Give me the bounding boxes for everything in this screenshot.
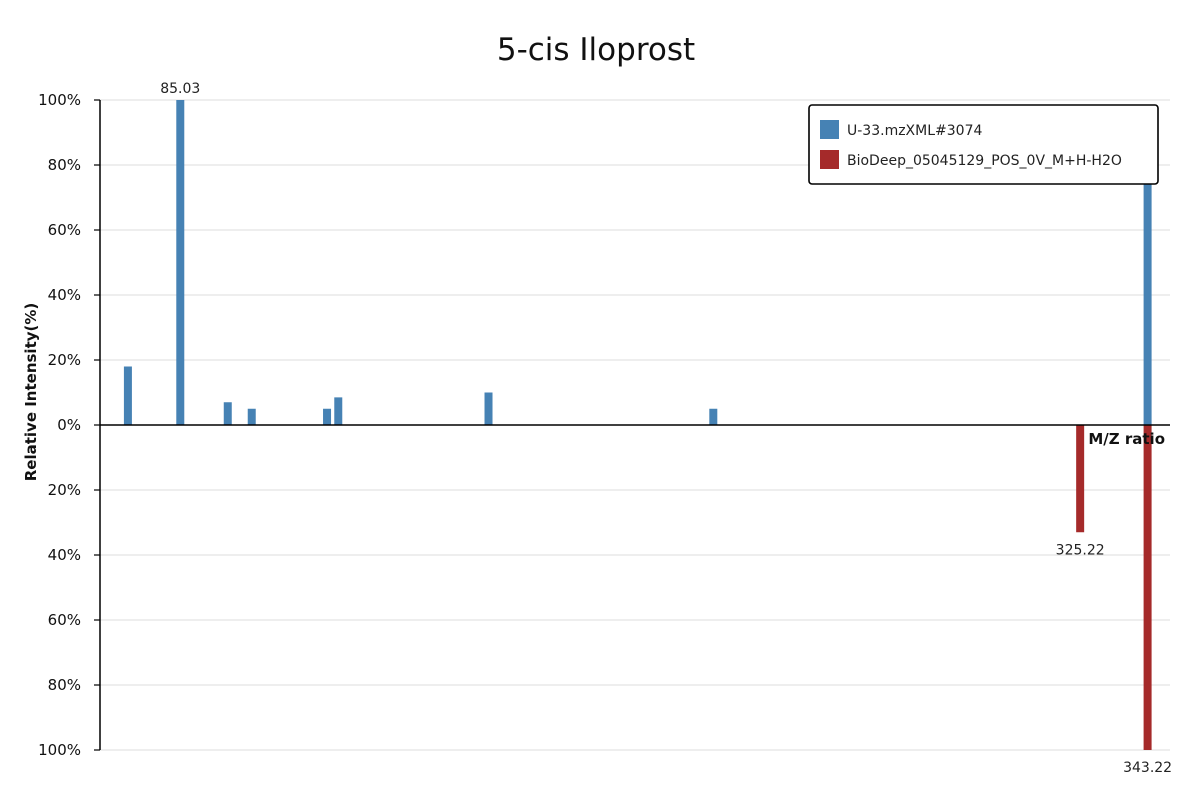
peak-labels: 85.03 325.22 343.22	[160, 81, 1172, 776]
query-peak-bar	[323, 408, 332, 425]
y-axis-ticks: 100% 80% 60% 40% 20% 0% 20% 40% 60% 80% 100%	[38, 91, 100, 759]
y-axis-label: Relative Intensity(%)	[22, 303, 40, 482]
y-tick-label: 100%	[38, 741, 81, 759]
legend-box	[808, 104, 1159, 185]
y-tick-label: 80%	[48, 156, 81, 174]
legend: U-33.mzXML#3074 BioDeep_05045129_POS_0V_…	[808, 104, 1159, 185]
peak-label: 343.22	[1123, 760, 1172, 776]
y-tick-label: 60%	[48, 611, 81, 629]
peak-label: 85.03	[160, 81, 200, 97]
grid-lines	[100, 99, 1170, 751]
peak-bars	[123, 100, 1152, 750]
y-tick-label: 20%	[48, 351, 81, 369]
peak-label: 325.22	[1056, 542, 1105, 558]
y-tick-label: 40%	[48, 286, 81, 304]
reference-peak-bar	[1143, 425, 1152, 750]
y-tick-label: 0%	[57, 416, 81, 434]
reference-peak-bar	[1076, 425, 1085, 533]
chart-title: 5-cis Iloprost	[497, 32, 695, 68]
query-peak-bar	[176, 100, 185, 425]
legend-swatch-reference	[820, 150, 839, 169]
y-tick-label: 40%	[48, 546, 81, 564]
query-peak-bar	[247, 408, 256, 425]
query-peak-bar	[709, 408, 718, 425]
query-peak-bar	[123, 366, 132, 425]
y-tick-label: 100%	[38, 91, 81, 109]
legend-swatch-query	[820, 120, 839, 139]
query-peak-bar	[223, 402, 232, 425]
legend-label-reference: BioDeep_05045129_POS_0V_M+H-H2O	[847, 153, 1122, 169]
legend-label-query: U-33.mzXML#3074	[847, 123, 982, 139]
y-tick-label: 60%	[48, 221, 81, 239]
query-peak-bar	[334, 397, 343, 425]
x-axis-label: M/Z ratio	[1088, 430, 1165, 448]
query-peak-bar	[1143, 178, 1152, 425]
y-tick-label: 20%	[48, 481, 81, 499]
y-tick-label: 80%	[48, 676, 81, 694]
query-peak-bar	[484, 392, 493, 425]
